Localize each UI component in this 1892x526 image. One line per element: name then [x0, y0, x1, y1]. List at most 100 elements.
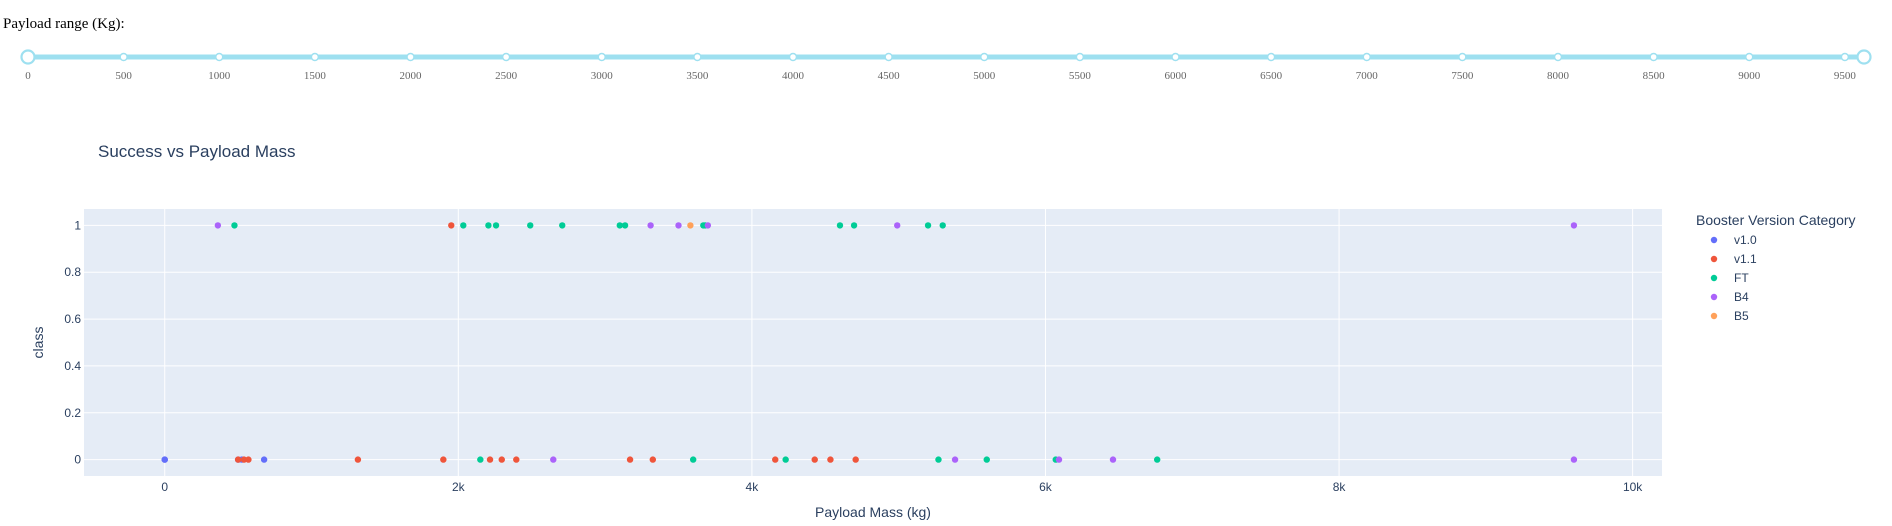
x-tick-label: 4k: [746, 480, 760, 494]
data-point-ft[interactable]: [621, 222, 629, 229]
data-point-ft[interactable]: [231, 222, 238, 229]
x-axis-title: Payload Mass (kg): [815, 504, 931, 520]
data-point-v1-1[interactable]: [440, 456, 447, 463]
data-point-v1-1[interactable]: [354, 456, 362, 463]
data-point-b4[interactable]: [1570, 456, 1578, 463]
data-point-v1-0[interactable]: [260, 456, 268, 463]
data-point-ft[interactable]: [559, 222, 566, 229]
slider-mark-label: 7000: [1356, 70, 1379, 80]
data-point-v1-1[interactable]: [486, 456, 494, 463]
legend-marker[interactable]: [1710, 274, 1718, 282]
legend-marker[interactable]: [1710, 293, 1718, 301]
slider-mark-label: 9000: [1738, 70, 1761, 80]
data-point-ft[interactable]: [689, 456, 697, 463]
data-point-b4[interactable]: [951, 456, 959, 463]
data-point-ft[interactable]: [527, 222, 534, 229]
slider-handle-min[interactable]: [20, 49, 36, 65]
slider-mark-label: 4500: [878, 70, 901, 80]
legend-item-label[interactable]: B5: [1734, 309, 1749, 323]
data-point-ft[interactable]: [850, 222, 858, 229]
data-point-v1-0[interactable]: [161, 456, 168, 463]
data-point-v1-1[interactable]: [811, 456, 818, 463]
slider-mark-label: 5500: [1069, 70, 1092, 80]
data-point-ft[interactable]: [477, 456, 484, 463]
data-point-b4[interactable]: [1109, 456, 1117, 463]
slider-mark-dot[interactable]: [1840, 52, 1850, 62]
slider-mark-dot[interactable]: [119, 52, 128, 62]
data-point-b4[interactable]: [1055, 456, 1063, 463]
data-point-b4[interactable]: [1570, 222, 1578, 229]
data-point-b4[interactable]: [550, 456, 557, 463]
x-tick-label: 10k: [1623, 480, 1643, 494]
slider-mark-dot[interactable]: [788, 52, 798, 62]
slider-mark-dot[interactable]: [1266, 52, 1276, 62]
data-point-ft[interactable]: [939, 222, 946, 229]
slider-mark-dot[interactable]: [1362, 52, 1371, 62]
data-point-ft[interactable]: [485, 222, 492, 229]
data-point-ft[interactable]: [836, 222, 844, 229]
data-point-v1-1[interactable]: [626, 456, 634, 463]
legend-marker[interactable]: [1710, 312, 1718, 320]
slider-mark-dot[interactable]: [1553, 52, 1563, 62]
data-point-v1-1[interactable]: [240, 456, 248, 463]
data-point-v1-1[interactable]: [772, 456, 779, 463]
slider-mark-dot[interactable]: [1458, 52, 1467, 62]
data-point-v1-1[interactable]: [513, 456, 520, 463]
payload-range-slider[interactable]: 0 500 1000 1500 2000 2500 3000 3500 4000 4500 5000…: [0, 40, 1892, 80]
legend-item-label[interactable]: v1.0: [1734, 233, 1757, 247]
data-point-ft[interactable]: [1153, 456, 1161, 463]
slider-mark-label: 9500: [1834, 70, 1857, 80]
data-point-b4[interactable]: [675, 222, 682, 229]
x-tick-label: 2k: [452, 480, 466, 494]
data-point-v1-1[interactable]: [852, 456, 859, 463]
data-point-v1-1[interactable]: [448, 222, 455, 229]
slider-mark-label: 2500: [495, 70, 518, 80]
slider-mark-dot[interactable]: [1171, 52, 1180, 62]
legend-item-label[interactable]: FT: [1734, 271, 1749, 285]
x-tick-label: 8k: [1333, 480, 1347, 494]
slider-mark-label: 500: [115, 70, 132, 80]
data-point-b4[interactable]: [704, 222, 712, 229]
slider-mark-dot[interactable]: [1649, 52, 1658, 62]
slider-mark-dot[interactable]: [597, 52, 606, 62]
data-point-v1-1[interactable]: [649, 456, 657, 463]
data-point-v1-1[interactable]: [245, 456, 252, 463]
data-point-b4[interactable]: [894, 222, 901, 229]
data-point-ft[interactable]: [983, 456, 990, 463]
data-point-ft[interactable]: [460, 222, 467, 229]
legend-marker[interactable]: [1710, 255, 1718, 263]
data-point-b5[interactable]: [687, 222, 694, 229]
slider-mark-label: 6500: [1260, 70, 1283, 80]
slider-mark-dot[interactable]: [980, 52, 989, 62]
slider-mark-dot[interactable]: [693, 52, 702, 62]
slider-mark-dot[interactable]: [1075, 52, 1085, 62]
y-tick-label: 0.4: [64, 359, 81, 373]
data-point-ft[interactable]: [782, 456, 789, 463]
slider-mark-dot[interactable]: [1745, 52, 1754, 62]
data-point-ft[interactable]: [616, 222, 623, 229]
slider-mark-dot[interactable]: [406, 52, 415, 62]
y-tick-label: 0.2: [64, 406, 81, 420]
slider-mark-dot[interactable]: [310, 52, 320, 62]
slider-mark-label: 6000: [1165, 70, 1188, 80]
legend-title: Booster Version Category: [1696, 212, 1856, 228]
slider-mark-dot[interactable]: [215, 52, 224, 62]
data-point-ft[interactable]: [935, 456, 942, 463]
data-point-ft[interactable]: [924, 222, 932, 229]
slider-mark-label: 2000: [400, 70, 423, 80]
data-point-v1-1[interactable]: [498, 456, 505, 463]
legend-marker[interactable]: [1710, 236, 1718, 244]
data-point-v1-1[interactable]: [234, 456, 242, 463]
slider-mark-dot[interactable]: [884, 52, 893, 62]
legend-item-label[interactable]: B4: [1734, 290, 1749, 304]
data-point-v1-1[interactable]: [827, 456, 834, 463]
data-point-ft[interactable]: [492, 222, 500, 229]
y-tick-label: 0: [74, 453, 81, 467]
data-point-b4[interactable]: [647, 222, 654, 229]
legend-item-label[interactable]: v1.1: [1734, 252, 1757, 266]
slider-mark-label: 8500: [1643, 70, 1666, 80]
slider-mark-dot[interactable]: [501, 52, 511, 62]
slider-handle-max[interactable]: [1856, 49, 1872, 65]
data-point-b4[interactable]: [214, 222, 222, 229]
slider-mark-label: 8000: [1547, 70, 1570, 80]
